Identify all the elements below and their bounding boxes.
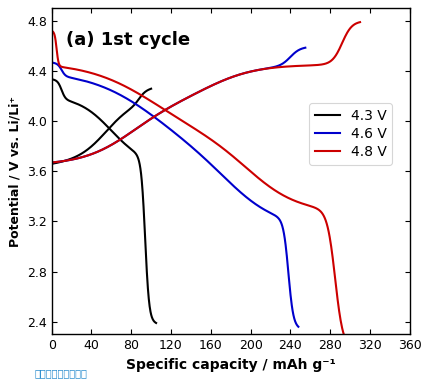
4.6 V	[296, 325, 301, 329]
4.8 V	[49, 28, 54, 33]
4.6 V	[113, 90, 118, 95]
4.8 V	[102, 75, 107, 79]
4.6 V	[49, 60, 54, 65]
4.3 V	[76, 102, 81, 107]
4.6 V	[235, 187, 240, 192]
Text: (a) 1st cycle: (a) 1st cycle	[66, 31, 190, 49]
Text: 图片来源见参考文献: 图片来源见参考文献	[34, 368, 87, 378]
4.3 V	[119, 138, 124, 143]
4.6 V	[93, 82, 98, 86]
Line: 4.8 V: 4.8 V	[52, 31, 350, 346]
4.8 V	[347, 344, 353, 348]
4.8 V	[126, 86, 131, 90]
4.3 V	[49, 77, 54, 82]
Line: 4.3 V: 4.3 V	[52, 79, 156, 323]
4.3 V	[68, 99, 73, 103]
4.8 V	[274, 189, 279, 193]
4.3 V	[111, 130, 116, 135]
4.8 V	[249, 169, 254, 174]
4.3 V	[96, 116, 101, 120]
4.6 V	[161, 122, 166, 126]
X-axis label: Specific capacity / mAh g⁻¹: Specific capacity / mAh g⁻¹	[126, 358, 335, 372]
4.6 V	[214, 167, 219, 172]
4.3 V	[154, 321, 159, 325]
Y-axis label: Potential / V vs. Li/Li⁺: Potential / V vs. Li/Li⁺	[8, 96, 22, 247]
Line: 4.6 V: 4.6 V	[52, 62, 298, 327]
Legend: 4.3 V, 4.6 V, 4.8 V: 4.3 V, 4.6 V, 4.8 V	[309, 103, 392, 165]
4.8 V	[184, 121, 189, 126]
4.3 V	[128, 146, 133, 151]
4.6 V	[194, 149, 200, 154]
4.8 V	[225, 150, 230, 154]
